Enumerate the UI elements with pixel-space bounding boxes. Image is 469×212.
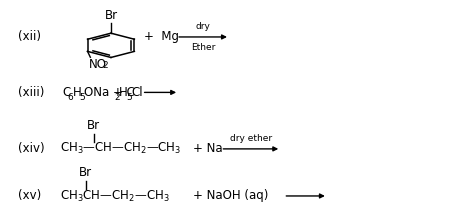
Text: + NaOH (aq): + NaOH (aq): [193, 190, 268, 202]
Text: 6: 6: [68, 93, 73, 102]
Text: +  Mg: + Mg: [144, 31, 179, 43]
Text: 2: 2: [114, 93, 120, 102]
Text: C: C: [62, 86, 70, 99]
Text: Br: Br: [79, 166, 92, 179]
Text: Cl: Cl: [131, 86, 143, 99]
Text: (xiv): (xiv): [18, 142, 45, 155]
Text: (xv): (xv): [18, 190, 41, 202]
Text: dry: dry: [196, 22, 211, 31]
Text: 2: 2: [102, 61, 107, 70]
Text: Ether: Ether: [191, 43, 215, 52]
Text: Br: Br: [87, 119, 100, 132]
Text: ONa + C: ONa + C: [84, 86, 135, 99]
Text: dry ether: dry ether: [230, 134, 272, 143]
Text: NO: NO: [89, 58, 107, 71]
Text: CH$_3$—CH—CH$_2$—CH$_3$: CH$_3$—CH—CH$_2$—CH$_3$: [60, 141, 181, 156]
Text: H: H: [73, 86, 82, 99]
Text: 5: 5: [79, 93, 85, 102]
Text: + Na: + Na: [193, 142, 222, 155]
Text: Br: Br: [105, 9, 118, 22]
Text: 5: 5: [126, 93, 132, 102]
Text: (xii): (xii): [18, 31, 41, 43]
Text: H: H: [119, 86, 128, 99]
Text: (xiii): (xiii): [18, 86, 44, 99]
Text: CH$_3$CH—CH$_2$—CH$_3$: CH$_3$CH—CH$_2$—CH$_3$: [60, 188, 169, 204]
